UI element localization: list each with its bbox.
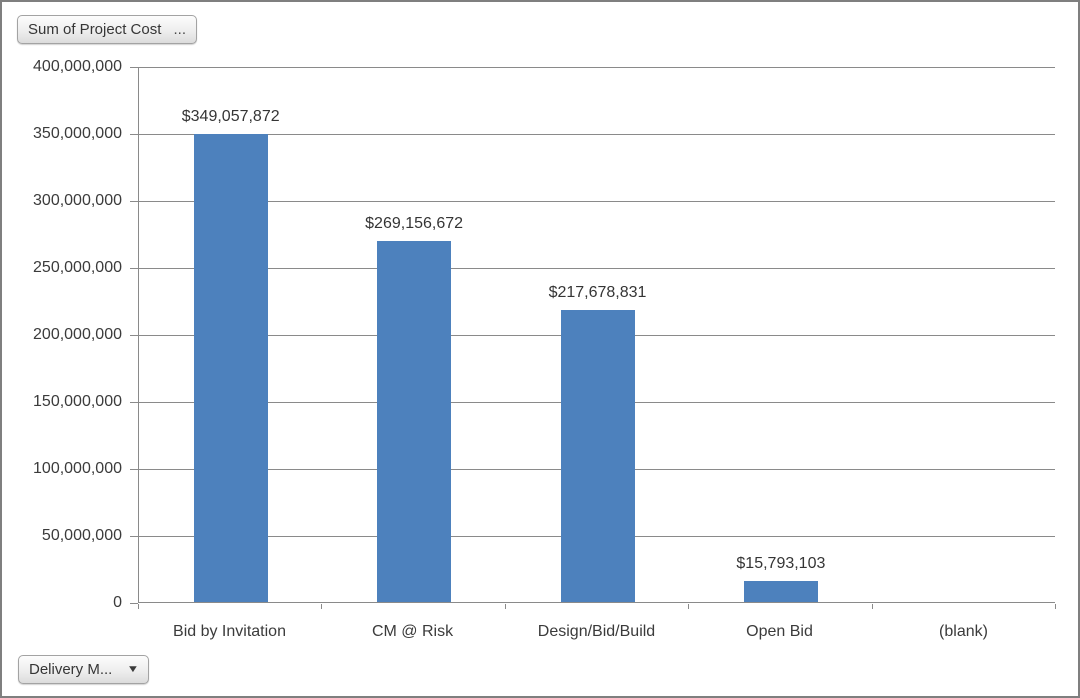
y-axis-tick — [130, 67, 138, 68]
bar-open-bid[interactable] — [744, 581, 818, 602]
gridline — [139, 268, 1055, 269]
y-axis-tick — [130, 469, 138, 470]
gridline — [139, 201, 1055, 202]
x-axis-tick — [505, 604, 506, 609]
x-axis-tick — [138, 604, 139, 609]
category-label: CM @ Risk — [371, 623, 454, 640]
y-axis-tick — [130, 201, 138, 202]
y-axis-tick — [130, 134, 138, 135]
bar-data-label: $15,793,103 — [736, 555, 826, 572]
y-axis-tick — [130, 536, 138, 537]
category-label: Open Bid — [746, 623, 813, 640]
y-axis-label: 100,000,000 — [33, 460, 122, 477]
ellipsis-icon: ... — [173, 21, 186, 38]
axis-field-label: Delivery M... — [29, 661, 113, 678]
y-axis-label: 0 — [113, 594, 122, 611]
bar-design-bid-build[interactable] — [561, 310, 635, 602]
bar-data-label: $349,057,872 — [181, 108, 280, 125]
axis-field-button[interactable]: Delivery M... ▼ — [18, 655, 149, 684]
x-axis-tick — [688, 604, 689, 609]
y-axis-label: 350,000,000 — [33, 125, 122, 142]
bar-data-label: $217,678,831 — [548, 284, 647, 301]
gridline — [139, 67, 1055, 68]
y-axis-label: 50,000,000 — [41, 527, 122, 544]
y-axis-tick — [130, 335, 138, 336]
x-axis-tick — [872, 604, 873, 609]
bar-cm-risk[interactable] — [377, 241, 451, 602]
value-field-button[interactable]: Sum of Project Cost ... — [17, 15, 197, 44]
x-axis-tick — [1055, 604, 1056, 609]
value-field-label: Sum of Project Cost — [28, 21, 162, 38]
y-axis-label: 300,000,000 — [33, 192, 122, 209]
category-label: (blank) — [939, 623, 988, 640]
plot-area: $349,057,872 $269,156,672 $217,678,831 $15,… — [138, 67, 1055, 603]
y-axis-label: 150,000,000 — [33, 393, 122, 410]
bar-bid-by-invitation[interactable] — [194, 134, 268, 602]
category-label: Bid by Invitation — [173, 623, 286, 640]
category-label: Design/Bid/Build — [537, 623, 656, 640]
bar-data-label: $269,156,672 — [365, 215, 464, 232]
x-axis-tick — [321, 604, 322, 609]
y-axis-label: 250,000,000 — [33, 259, 122, 276]
y-axis-tick — [130, 268, 138, 269]
y-axis-tick — [130, 402, 138, 403]
y-axis-label: 400,000,000 — [33, 58, 122, 75]
y-axis-tick — [130, 603, 138, 604]
dropdown-arrow-icon: ▼ — [126, 664, 140, 675]
y-axis-label: 200,000,000 — [33, 326, 122, 343]
gridline — [139, 134, 1055, 135]
